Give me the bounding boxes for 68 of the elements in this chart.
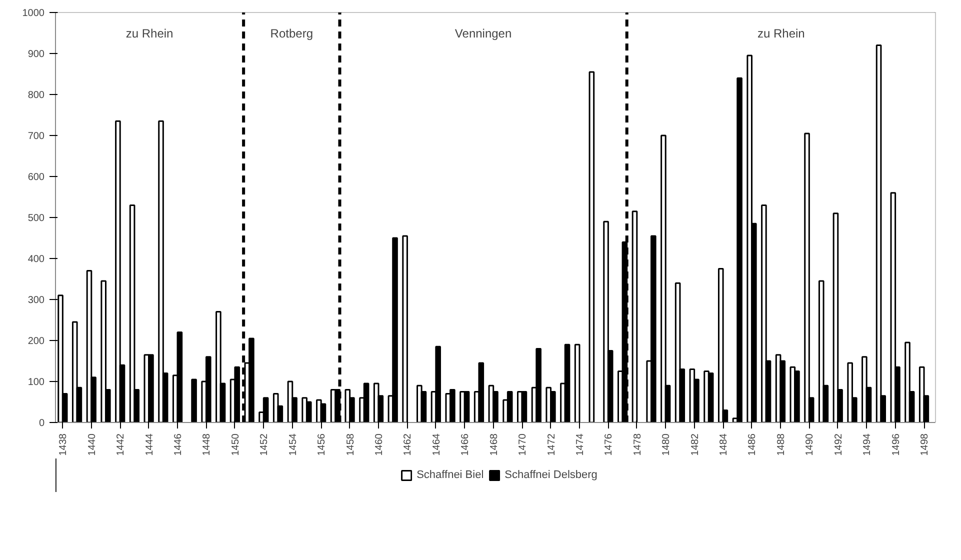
x-tick-label: 1474 (574, 433, 586, 456)
x-tick-label: 1444 (144, 433, 156, 456)
y-tick-label: 900 (28, 49, 45, 60)
x-tick-label: 1460 (374, 433, 385, 456)
bar (876, 44, 882, 422)
bar (72, 321, 78, 422)
annotation: Rotberg (270, 26, 314, 40)
bar (794, 370, 800, 422)
x-tick-label: 1480 (661, 433, 672, 456)
bar (478, 362, 484, 422)
x-tick-label: 1488 (776, 433, 787, 456)
bar (216, 311, 222, 422)
x-tick-label: 1456 (316, 433, 328, 456)
x-tick-label: 1466 (460, 433, 472, 456)
bar (708, 372, 714, 422)
x-tick-label: 1450 (230, 433, 242, 456)
x-tick-label: 1458 (345, 433, 356, 456)
x-tick-label: 1492 (833, 433, 844, 456)
bar (818, 280, 824, 422)
x-tick-label: 1464 (431, 433, 442, 456)
annotation: Venningen (454, 26, 512, 40)
y-tick-label: 800 (28, 90, 45, 101)
bar (564, 344, 570, 422)
bar (129, 204, 136, 422)
x-tick-label: 1462 (402, 433, 414, 456)
y-tick-label: 200 (28, 336, 45, 347)
y-tick-label: 700 (28, 131, 45, 142)
x-tick-label: 1452 (259, 433, 270, 456)
x-tick-label: 1482 (690, 433, 701, 456)
x-tick-label: 1438 (58, 433, 70, 456)
x-tick-label: 1486 (747, 433, 758, 456)
x-tick-label: 1478 (632, 433, 644, 456)
x-tick-label: 1498 (920, 433, 931, 456)
bar (363, 382, 370, 422)
legend-label: Schaffnei Delsberg (504, 469, 598, 481)
x-tick-label: 1484 (718, 433, 730, 456)
x-tick-label: 1496 (890, 433, 902, 456)
bar (306, 401, 312, 422)
bar (158, 120, 164, 422)
bar (761, 204, 767, 422)
annotation: zu Rhein (126, 26, 174, 40)
bar (506, 391, 513, 422)
y-tick-label: 100 (28, 377, 45, 388)
x-tick-label: 1468 (488, 433, 500, 456)
x-tick-label: 1476 (604, 433, 615, 456)
y-tick-label: 400 (28, 254, 45, 265)
bar (736, 77, 742, 422)
bar (536, 348, 542, 422)
x-tick-label: 1472 (546, 433, 558, 456)
y-tick-label: 300 (28, 295, 45, 306)
bar (191, 378, 197, 422)
bar (392, 237, 398, 422)
x-tick-label: 1448 (202, 433, 213, 456)
bar (588, 71, 595, 422)
x-tick-label: 1490 (804, 433, 816, 456)
annotation: zu Rhein (757, 26, 805, 40)
x-tick-label: 1454 (288, 433, 299, 456)
y-tick-label: 600 (28, 172, 45, 183)
x-tick-label: 1442 (116, 433, 127, 456)
x-tick-label: 1494 (862, 433, 874, 456)
x-tick-label: 1446 (173, 433, 184, 456)
y-tick-label: 0 (38, 418, 45, 429)
y-tick-label: 1000 (22, 8, 45, 19)
y-tick-label: 500 (28, 213, 45, 224)
x-tick-label: 1470 (518, 433, 529, 456)
x-tick-label: 1440 (86, 433, 98, 456)
bar (904, 342, 910, 422)
legend-label: Schaffnei Biel (416, 469, 484, 481)
